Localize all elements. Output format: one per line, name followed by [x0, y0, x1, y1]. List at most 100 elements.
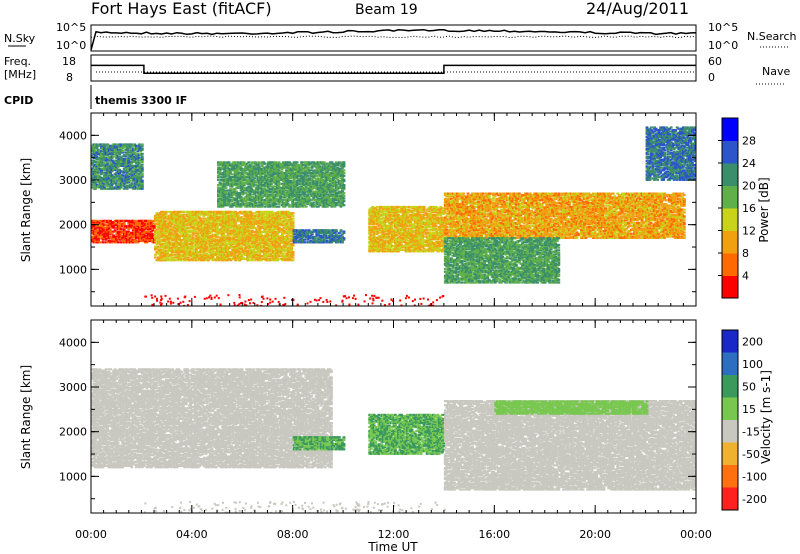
heatmap-cell [170, 213, 174, 216]
heatmap-cell [258, 218, 262, 222]
heatmap-cell [229, 229, 233, 232]
heatmap-cell [122, 230, 126, 233]
heatmap-cell [229, 221, 233, 224]
heatmap-cell [185, 235, 189, 238]
heatmap-cell [249, 235, 253, 238]
heatmap-cell [106, 241, 109, 244]
heatmap-cell [169, 255, 172, 258]
heatmap-cell [217, 253, 221, 256]
heatmap-cell [160, 257, 163, 260]
heatmap-cell [158, 226, 162, 230]
heatmap-cell [229, 212, 233, 215]
heatmap-cell [178, 256, 181, 259]
heatmap-cell [181, 214, 184, 218]
heatmap-cell [226, 225, 230, 228]
heatmap-cell [175, 228, 178, 231]
heatmap-cell [172, 245, 175, 248]
heatmap-cell [197, 216, 201, 219]
heatmap-cell [246, 255, 250, 258]
heatmap-cell [203, 221, 207, 224]
heatmap-cell [175, 220, 178, 223]
heatmap-cell [258, 239, 262, 242]
heatmap-cell [223, 228, 227, 231]
heatmap-cell [115, 238, 118, 241]
heatmap-cell [267, 233, 271, 236]
heatmap-cell [219, 241, 222, 244]
heatmap-cell [225, 244, 228, 247]
heatmap-cell [109, 229, 112, 232]
heatmap-cell [178, 217, 181, 220]
heatmap-cell [95, 230, 99, 233]
heatmap-cell [269, 220, 272, 223]
heatmap-cell [203, 226, 207, 230]
heatmap-cell [175, 247, 178, 250]
heatmap-cell [253, 214, 257, 218]
heatmap-cell [214, 240, 218, 243]
heatmap-cell [210, 241, 213, 244]
heatmap-cell [231, 241, 234, 244]
heatmap-cell [228, 221, 231, 224]
heatmap-cell [113, 238, 117, 241]
heatmap-cell [118, 227, 121, 230]
heatmap-cell [205, 232, 209, 235]
heatmap-cell [190, 229, 194, 232]
heatmap-cell [128, 241, 132, 244]
heatmap-cell [240, 241, 243, 244]
heatmap-cell [264, 257, 268, 260]
heatmap-cell [175, 236, 178, 239]
heatmap-cell [175, 237, 178, 240]
heatmap-cell [240, 240, 243, 243]
heatmap-cell [157, 213, 160, 216]
heatmap-cell [91, 226, 94, 229]
heatmap-cell [147, 229, 150, 232]
heatmap-cell [125, 219, 129, 222]
heatmap-cell [158, 241, 162, 244]
heatmap-cell [187, 240, 191, 243]
heatmap-cell [229, 214, 233, 218]
heatmap-cell [228, 257, 231, 260]
heatmap-cell [150, 227, 153, 230]
heatmap-cell [95, 229, 99, 232]
heatmap-cell [208, 244, 212, 247]
heatmap-cell [258, 243, 262, 246]
heatmap-cell [127, 230, 131, 233]
heatmap-cell [182, 253, 186, 256]
heatmap-cell [158, 229, 162, 232]
heatmap-cell [188, 217, 192, 220]
heatmap-cell [185, 251, 189, 254]
heatmap-cell [223, 229, 227, 232]
heatmap-cell [223, 236, 227, 239]
heatmap-cell [261, 220, 265, 223]
heatmap-cell [124, 233, 128, 236]
heatmap-cell [187, 218, 191, 222]
heatmap-cell [262, 212, 266, 215]
heatmap-cell [231, 214, 234, 218]
heatmap-cell [148, 235, 152, 239]
heatmap-cell [169, 236, 172, 239]
heatmap-cell [163, 225, 166, 228]
heatmap-cell [190, 218, 194, 222]
heatmap-cell [151, 227, 155, 230]
heatmap-cell [270, 218, 274, 222]
heatmap-cell [234, 257, 237, 260]
heatmap-cell [211, 251, 215, 254]
heatmap-cell [237, 253, 240, 256]
heatmap-cell [228, 224, 231, 227]
heatmap-cell [247, 212, 251, 215]
heatmap-cell [187, 213, 191, 216]
heatmap-cell [208, 221, 212, 224]
heatmap-cell [210, 256, 213, 259]
heatmap-cell [202, 248, 206, 251]
heatmap-cell [269, 212, 272, 215]
heatmap-cell [262, 225, 266, 228]
heatmap-cell [240, 225, 243, 228]
heatmap-cell [167, 217, 171, 220]
heatmap-cell [203, 243, 207, 246]
heatmap-cell [154, 232, 157, 235]
heatmap-cell [101, 219, 105, 222]
heatmap-cell [205, 221, 209, 224]
heatmap-cell [182, 239, 186, 242]
heatmap-cell [235, 218, 239, 222]
heatmap-cell [226, 212, 230, 215]
heatmap-cell [167, 240, 171, 243]
